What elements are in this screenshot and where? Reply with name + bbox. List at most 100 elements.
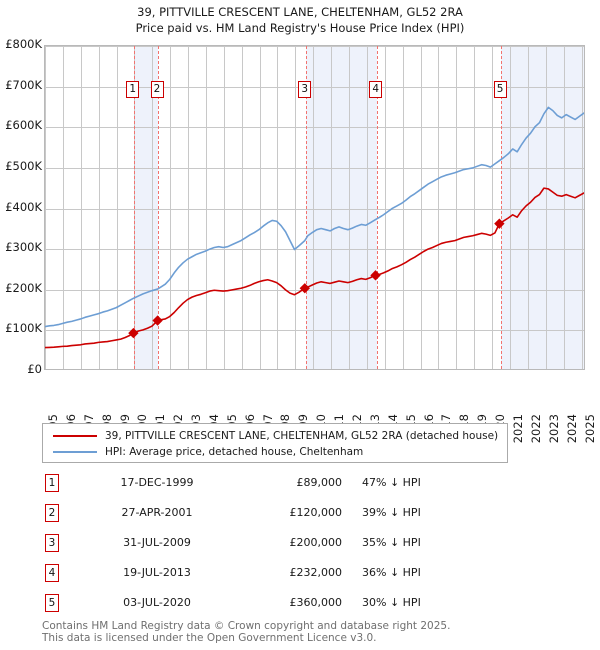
event-marker-box-1[interactable]: 1: [126, 81, 140, 98]
txn-date: 03-JUL-2020: [123, 596, 191, 609]
gridline-vertical-2015: [403, 46, 404, 369]
gridline-vertical-1998: [99, 46, 100, 369]
x-tick-label-2022: 2022: [528, 414, 543, 444]
series-line-hpi: [45, 106, 584, 328]
legend-swatch-hpi: [53, 451, 97, 453]
txn-index-badge-5: 5: [45, 594, 59, 612]
txn-hpi-delta: 39% ↓ HPI: [362, 506, 421, 519]
table-row[interactable]: 4 19-JUL-2013 £232,000 36% ↓ HPI: [42, 560, 512, 590]
y-axis: £0 £100K £200K £300K £400K £500K £600K £700K £80…: [0, 38, 600, 374]
gridline-vertical-2013: [367, 46, 368, 369]
txn-date: 27-APR-2001: [121, 506, 193, 519]
event-line-1: [133, 46, 135, 369]
gridline-vertical-2003: [188, 46, 189, 369]
y-tick-label-5: £500K: [5, 158, 42, 173]
legend-swatch-property: [53, 435, 97, 437]
title-line-subtitle: Price paid vs. HM Land Registry's House …: [135, 21, 465, 35]
gridline-vertical-2023: [546, 46, 547, 369]
legend-label-property: 39, PITTVILLE CRESCENT LANE, CHELTENHAM,…: [105, 430, 499, 442]
sale-point-2[interactable]: [152, 315, 163, 326]
gridline-vertical-2020: [492, 46, 493, 369]
event-marker-box-4[interactable]: 4: [369, 81, 383, 98]
event-line-3: [305, 46, 307, 369]
gridline-vertical-2022: [528, 46, 529, 369]
series-lines: [45, 106, 584, 349]
footer-attribution: Contains HM Land Registry data © Crown c…: [42, 620, 582, 644]
shaded-band-3: [501, 46, 584, 369]
gridline-vertical-2025: [582, 46, 583, 369]
gridline-vertical-2008: [277, 46, 278, 369]
x-axis: 1995199619971998199920002001200220032004…: [0, 372, 600, 443]
event-marker-box-2[interactable]: 2: [150, 81, 164, 98]
footer-line-copyright: Contains HM Land Registry data © Crown c…: [42, 620, 451, 632]
gridline-vertical-2004: [206, 46, 207, 369]
txn-price: £120,000: [289, 506, 343, 519]
gridline-horizontal-1: [45, 330, 584, 331]
gridline-vertical-2010: [313, 46, 314, 369]
gridline-horizontal-8: [45, 46, 584, 47]
txn-date: 17-DEC-1999: [120, 476, 194, 489]
transactions-table: 1 17-DEC-1999 £89,000 47% ↓ HPI 2 27-APR-2001…: [42, 470, 512, 620]
chart-plot-area: [44, 45, 585, 370]
event-marker-box-5[interactable]: 5: [493, 81, 507, 98]
event-line-4: [376, 46, 378, 369]
gridline-vertical-1999: [117, 46, 118, 369]
shaded-band-2: [305, 46, 377, 369]
event-marker-box-3[interactable]: 3: [298, 81, 312, 98]
gridline-horizontal-2: [45, 290, 584, 291]
gridline-vertical-2009: [295, 46, 296, 369]
y-tick-label-7: £700K: [5, 77, 42, 92]
shaded-band-1: [133, 46, 159, 369]
gridline-vertical-1997: [81, 46, 82, 369]
gridline-vertical-2001: [152, 46, 153, 369]
event-line-5: [501, 46, 503, 369]
legend-item-hpi: HPI: Average price, detached house, Chel…: [43, 444, 507, 460]
txn-price: £200,000: [289, 536, 343, 549]
gridline-horizontal-6: [45, 127, 584, 128]
gridline-vertical-2006: [242, 46, 243, 369]
gridline-vertical-2018: [456, 46, 457, 369]
x-tick-label-2021: 2021: [510, 414, 525, 444]
event-line-2: [158, 46, 160, 369]
gridline-vertical-1996: [63, 46, 64, 369]
chart-legend: 39, PITTVILLE CRESCENT LANE, CHELTENHAM,…: [42, 423, 508, 463]
table-row[interactable]: 3 31-JUL-2009 £200,000 35% ↓ HPI: [42, 530, 512, 560]
table-row[interactable]: 2 27-APR-2001 £120,000 39% ↓ HPI: [42, 500, 512, 530]
txn-price: £360,000: [289, 596, 343, 609]
gridline-vertical-2005: [224, 46, 225, 369]
y-tick-label-8: £800K: [5, 37, 42, 51]
gridline-vertical-2007: [260, 46, 261, 369]
x-tick-label-2025: 2025: [582, 414, 597, 444]
x-tick-label-2024: 2024: [564, 414, 579, 444]
gridline-vertical-1995: [45, 46, 46, 369]
gridline-horizontal-3: [45, 249, 584, 250]
txn-hpi-delta: 30% ↓ HPI: [362, 596, 421, 609]
sale-point-3[interactable]: [299, 283, 310, 294]
y-tick-label-0: £0: [27, 362, 42, 376]
gridline-vertical-2011: [331, 46, 332, 369]
table-row[interactable]: 1 17-DEC-1999 £89,000 47% ↓ HPI: [42, 470, 512, 500]
y-tick-label-6: £600K: [5, 118, 42, 133]
gridline-vertical-2021: [510, 46, 511, 369]
gridline-vertical-2012: [349, 46, 350, 369]
gridline-vertical-2017: [438, 46, 439, 369]
y-tick-label-1: £100K: [5, 321, 42, 336]
gridline-vertical-2014: [385, 46, 386, 369]
txn-date: 19-JUL-2013: [123, 566, 191, 579]
table-row[interactable]: 5 03-JUL-2020 £360,000 30% ↓ HPI: [42, 590, 512, 620]
x-tick-label-2023: 2023: [546, 414, 561, 444]
y-tick-label-2: £200K: [5, 280, 42, 295]
page-title: 39, PITTVILLE CRESCENT LANE, CHELTENHAM,…: [0, 4, 600, 36]
gridline-horizontal-7: [45, 87, 584, 88]
legend-label-hpi: HPI: Average price, detached house, Chel…: [105, 446, 364, 458]
txn-hpi-delta: 36% ↓ HPI: [362, 566, 421, 579]
txn-index-badge-2: 2: [45, 504, 59, 522]
sale-point-1[interactable]: [128, 327, 139, 339]
gridline-horizontal-4: [45, 209, 584, 210]
footer-line-licence: This data is licensed under the Open Gov…: [42, 632, 377, 644]
y-tick-label-4: £400K: [5, 199, 42, 214]
title-line-address: 39, PITTVILLE CRESCENT LANE, CHELTENHAM,…: [137, 5, 463, 19]
sale-point-5[interactable]: [494, 218, 505, 229]
txn-price: £89,000: [296, 476, 343, 489]
